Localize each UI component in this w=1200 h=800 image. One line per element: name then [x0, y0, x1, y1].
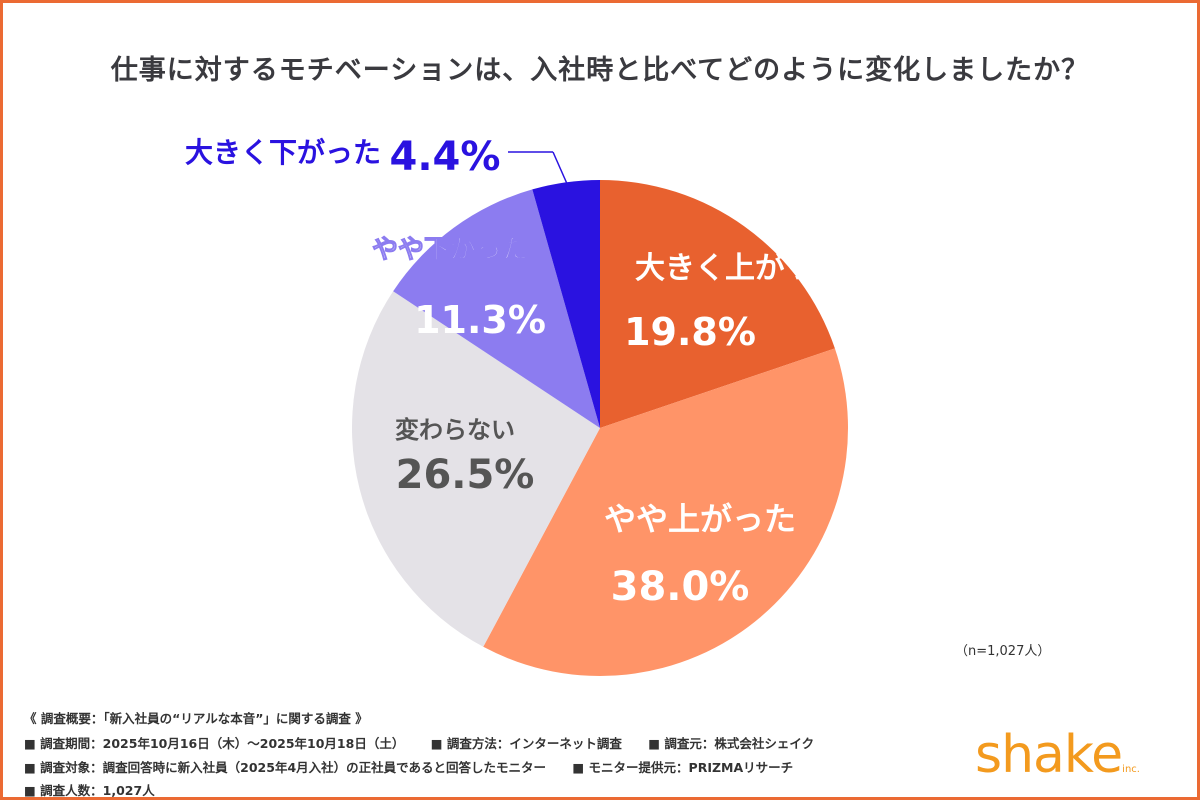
footer-row-1: ■ 調査期間：2025年10月16日（木）～2025年10月18日（土） ■ 調…	[24, 733, 836, 752]
leader-line	[552, 151, 569, 187]
slice-value-label: 4.4%	[390, 134, 501, 180]
survey-provider: ■ モニター提供元：PRIZMAリサーチ	[572, 760, 794, 775]
slice-label: やや下がった	[372, 234, 528, 265]
slice-value-label: 19.8%	[624, 310, 756, 354]
survey-count: ■ 調査人数：1,027人	[24, 783, 155, 798]
survey-target: ■ 調査対象：調査回答時に新入社員（2025年4月入社）の正社員であると回答した…	[24, 760, 547, 775]
slice-label: 大きく上がった	[635, 251, 845, 286]
pie-slice	[393, 189, 600, 428]
shake-logo: shakeinc.	[975, 725, 1140, 785]
pie-slice	[483, 348, 848, 676]
footer-row-2: ■ 調査対象：調査回答時に新入社員（2025年4月入社）の正社員であると回答した…	[24, 757, 815, 776]
sample-size-note: （n=1,027人）	[955, 644, 1051, 659]
survey-period: ■ 調査期間：2025年10月16日（木）～2025年10月18日（土）	[24, 736, 405, 751]
slice-label: 大きく下がった	[185, 136, 381, 169]
survey-source: ■ 調査元：株式会社シェイク	[648, 736, 815, 751]
slice-label: やや上がった	[604, 500, 796, 538]
survey-method: ■ 調査方法：インターネット調査	[430, 736, 622, 751]
slice-label: 変わらない	[395, 416, 515, 444]
pie-slice	[352, 291, 600, 647]
slice-value-label: 26.5%	[396, 452, 535, 498]
slice-value-label: 38.0%	[611, 564, 750, 610]
slice-value-label: 11.3%	[414, 298, 546, 342]
pie-slice	[532, 180, 600, 428]
pie-slice	[600, 180, 835, 428]
chart-title: 仕事に対するモチベーションは、入社時と比べてどのように変化しましたか？	[110, 55, 1090, 86]
footer-heading: 《 調査概要：「新入社員の“リアルな本音”」に関する調査 》	[24, 711, 368, 726]
